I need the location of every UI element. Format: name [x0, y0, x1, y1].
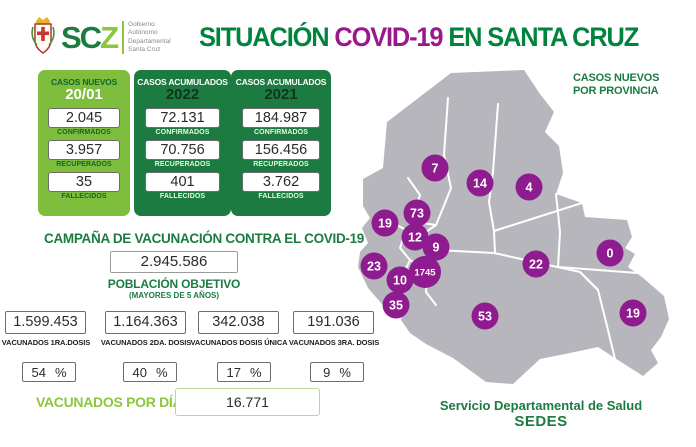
- svg-text:53: 53: [478, 310, 492, 324]
- case-bubble: [422, 233, 450, 261]
- case-bubble: [386, 266, 414, 294]
- page-title: SITUACIÓN COVID-19 EN SANTA CRUZ: [199, 22, 639, 52]
- card-casos-nuevos: CASOS NUEVOS 20/01 2.045 CONFIRMADOS 3.95…: [38, 70, 130, 216]
- card-subtitle: 2021: [264, 86, 298, 103]
- coat-of-arms-icon: [28, 15, 58, 60]
- percent-sign: %: [54, 364, 67, 380]
- case-bubble: [619, 299, 647, 327]
- stat-value: 3.957: [48, 139, 120, 160]
- stat-label: FALLECIDOS: [159, 192, 206, 200]
- stat-value: 35: [48, 171, 120, 192]
- santa-cruz-province-map: 7 14 4 73 19 12 9 23 1745 10 35 22 0 53 …: [358, 70, 669, 384]
- campaign-title: CAMPAÑA DE VACUNACIÓN CONTRA EL COVID-19: [44, 231, 365, 246]
- stat-value: 401: [144, 171, 221, 192]
- percent-sign: %: [249, 364, 262, 380]
- stat-label: FALLECIDOS: [61, 192, 107, 200]
- stat-label: FALLECIDOS: [258, 192, 304, 200]
- stat-label: RECUPERADOS: [154, 160, 211, 168]
- stat-value: 3.762: [242, 171, 320, 192]
- case-bubble: [515, 173, 543, 201]
- card-subtitle: 20/01: [65, 86, 103, 103]
- case-bubble: [382, 291, 410, 319]
- svg-text:10: 10: [393, 274, 407, 288]
- per-day-value: 16.771: [175, 388, 320, 416]
- case-bubble: [596, 239, 624, 267]
- population-sublabel: (MAYORES DE 5 AÑOS): [128, 291, 220, 300]
- card-acumulados-2021: CASOS ACUMULADOS 2021 184.987 CONFIRMADOS…: [231, 70, 331, 216]
- case-bubble: [421, 154, 449, 182]
- gobierno-santa-cruz-logo: SCZ Gobierno Autónomo Departamental Sant…: [28, 15, 171, 60]
- stat-label: CONFIRMADOS: [57, 128, 111, 136]
- svg-text:0: 0: [607, 247, 614, 261]
- svg-text:9: 9: [433, 241, 440, 255]
- svg-text:12: 12: [408, 231, 422, 245]
- dose1-value: 1.599.453: [5, 311, 86, 334]
- svg-text:19: 19: [626, 307, 640, 321]
- svg-text:22: 22: [529, 258, 543, 272]
- stat-label: CONFIRMADOS: [254, 128, 308, 136]
- card-title: CASOS NUEVOS: [50, 77, 118, 87]
- dose-unica-label: VACUNADOS DOSIS ÚNICA: [190, 338, 288, 347]
- dose3-value: 191.036: [293, 311, 374, 334]
- scz-logotype: SCZ: [61, 20, 119, 55]
- dose-unica-percent: 17%: [217, 362, 271, 382]
- stat-value: 2.045: [48, 107, 120, 128]
- stat-label: RECUPERADOS: [56, 160, 112, 168]
- percent-sign: %: [339, 364, 351, 380]
- case-bubble: [360, 252, 388, 280]
- stat-value: 72.131: [144, 107, 221, 128]
- case-bubble: [471, 302, 499, 330]
- population-value: 2.945.586: [110, 251, 238, 273]
- card-subtitle: 2022: [165, 86, 200, 103]
- province-case-bubbles: 7 14 4 73 19 12 9 23 1745 10 35 22 0 53 …: [360, 154, 647, 330]
- percent-sign: %: [155, 364, 168, 380]
- stat-value: 70.756: [144, 139, 221, 160]
- svg-text:23: 23: [367, 260, 381, 274]
- card-acumulados-2022: CASOS ACUMULADOS 2022 72.131 CONFIRMADOS …: [134, 70, 231, 216]
- map-legend: CASOS NUEVOS POR PROVINCIA: [573, 72, 660, 98]
- per-day-label: VACUNADOS POR DÍA: [36, 394, 183, 410]
- svg-text:4: 4: [526, 181, 533, 195]
- dose-unica-value: 342.038: [198, 311, 279, 334]
- population-label: POBLACIÓN OBJETIVO: [107, 277, 241, 291]
- dose3-percent: 9%: [310, 362, 364, 382]
- stat-value: 184.987: [242, 107, 320, 128]
- stat-label: RECUPERADOS: [253, 160, 309, 168]
- dose2-label: VACUNADOS 2DA. DOSIS: [100, 338, 192, 347]
- svg-text:19: 19: [378, 217, 392, 231]
- case-bubble: [409, 256, 441, 288]
- svg-text:7: 7: [432, 162, 439, 176]
- stat-value: 156.456: [242, 139, 320, 160]
- department-silhouette: [358, 70, 669, 384]
- svg-text:73: 73: [410, 207, 424, 221]
- case-bubble: [466, 169, 494, 197]
- case-bubble: [403, 199, 431, 227]
- svg-text:14: 14: [473, 177, 487, 191]
- svg-text:35: 35: [389, 299, 403, 313]
- dose3-label: VACUNADOS 3RA. DOSIS: [288, 338, 380, 347]
- case-bubble: [401, 223, 429, 251]
- logo-org-text: Gobierno Autónomo Departamental Santa Cr…: [122, 21, 171, 54]
- card-title: CASOS ACUMULADOS: [137, 77, 228, 87]
- svg-text:1745: 1745: [414, 268, 436, 279]
- case-bubble: [522, 250, 550, 278]
- sedes-footer: Servicio Departamental de Salud SEDES: [439, 398, 643, 430]
- card-title: CASOS ACUMULADOS: [235, 77, 327, 87]
- case-bubble: [371, 209, 399, 237]
- dose2-value: 1.164.363: [105, 311, 186, 334]
- dose1-percent: 54%: [22, 362, 76, 382]
- stat-label: CONFIRMADOS: [155, 128, 210, 136]
- dose2-percent: 40%: [123, 362, 177, 382]
- dose1-label: VACUNADOS 1RA.DOSIS: [1, 338, 91, 347]
